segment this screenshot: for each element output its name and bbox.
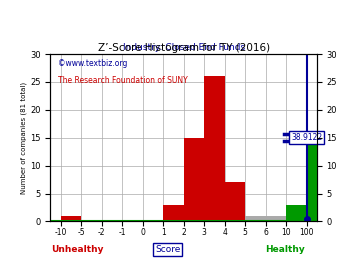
Bar: [204, 76, 225, 221]
Text: Score: Score: [155, 245, 180, 254]
Bar: [266, 216, 286, 221]
Title: Z’-Score Histogram for TY (2016): Z’-Score Histogram for TY (2016): [98, 43, 270, 53]
Bar: [286, 205, 307, 221]
Text: ©www.textbiz.org: ©www.textbiz.org: [58, 59, 128, 68]
Bar: [327, 194, 347, 221]
Bar: [225, 182, 245, 221]
Bar: [163, 205, 184, 221]
Y-axis label: Number of companies (81 total): Number of companies (81 total): [21, 82, 27, 194]
Bar: [245, 216, 266, 221]
Text: The Research Foundation of SUNY: The Research Foundation of SUNY: [58, 76, 188, 85]
Text: Healthy: Healthy: [265, 245, 305, 254]
Bar: [60, 216, 81, 221]
Bar: [286, 205, 307, 221]
Bar: [307, 138, 327, 221]
Text: Unhealthy: Unhealthy: [51, 245, 103, 254]
Text: Industry: Closed End Funds: Industry: Closed End Funds: [122, 43, 245, 52]
Text: 38.9122: 38.9122: [291, 133, 322, 142]
Bar: [184, 138, 204, 221]
